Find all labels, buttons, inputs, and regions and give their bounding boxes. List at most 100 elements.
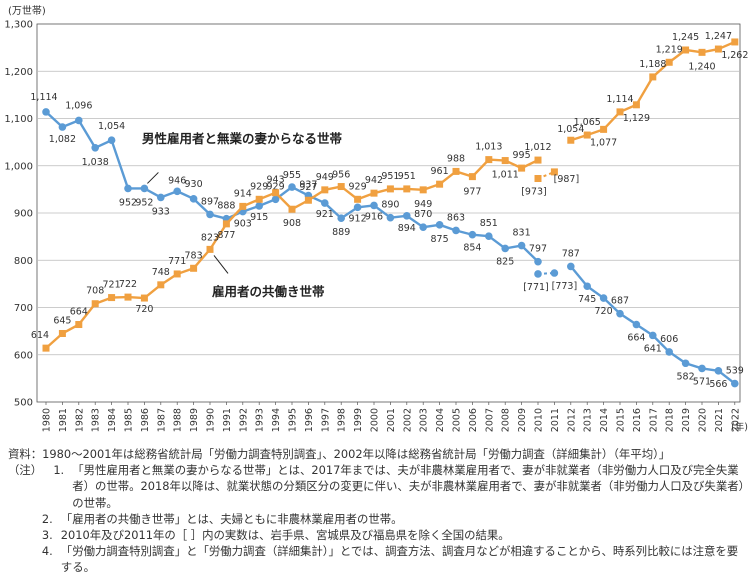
data-label: 877: [217, 230, 235, 241]
data-label: 929: [250, 181, 268, 192]
data-point: [567, 136, 575, 144]
data-point: [403, 212, 411, 220]
data-point: [468, 173, 476, 181]
x-tick-label: 1992: [238, 408, 249, 432]
data-point: [616, 309, 624, 318]
data-point: [682, 46, 690, 54]
note-item-4: 4. 「労働力調査特別調査」と「労働力調査（詳細集計）」とでは、調査方法、調査月…: [41, 544, 739, 575]
note-item-3: 3. 2010年及び2011年の［ ］内の実数は、岩手県、宮城県及び福島県を除く…: [41, 528, 510, 543]
data-label: 894: [398, 223, 416, 234]
data-label: 949: [316, 172, 334, 183]
data-label: 955: [283, 170, 301, 181]
series-male-single-earner: 1,1141,0821,0961,0381,054952952933946930…: [30, 92, 743, 390]
data-point: [435, 221, 444, 229]
data-label: 1,114: [606, 94, 633, 105]
data-label: 942: [365, 175, 383, 186]
data-label: 708: [86, 286, 104, 297]
data-label: 951: [398, 171, 416, 182]
x-tick-label: 2001: [386, 408, 397, 432]
data-point: [600, 125, 608, 133]
data-point: [386, 185, 394, 193]
x-tick-label: 2011: [550, 408, 561, 432]
data-point: [173, 187, 181, 196]
bracket-point: [550, 269, 559, 277]
data-point: [436, 180, 444, 188]
x-tick-label: 2004: [435, 408, 446, 432]
data-label: 745: [578, 294, 596, 305]
data-point: [124, 184, 132, 193]
x-tick-label: 1984: [107, 408, 118, 432]
y-tick-label: 1,300: [4, 20, 33, 31]
data-label: 1,054: [98, 121, 125, 132]
x-tick-label: 2022: [730, 408, 741, 432]
data-point: [616, 108, 624, 116]
data-point: [337, 183, 345, 191]
y-tick-label: 700: [14, 303, 33, 314]
y-tick-label: 800: [14, 256, 33, 267]
data-point: [337, 214, 346, 222]
data-label: 995: [513, 150, 531, 161]
data-label: 831: [513, 228, 531, 239]
data-point: [321, 186, 329, 194]
data-label: 1,065: [574, 117, 601, 128]
x-unit-label: (年): [731, 421, 748, 433]
y-tick-label: 500: [14, 398, 33, 409]
bracket-label: [987]: [554, 174, 580, 185]
x-tick-label: 2021: [714, 408, 725, 432]
data-point: [108, 294, 116, 302]
data-point: [649, 73, 657, 81]
bracket-label: [773]: [552, 281, 578, 292]
data-point: [698, 364, 706, 373]
data-label: 825: [496, 256, 514, 267]
data-label: 687: [611, 296, 629, 307]
annotation-pointer: [147, 172, 159, 184]
data-label: 946: [168, 175, 186, 186]
data-label: 1,240: [688, 61, 715, 72]
data-label: 937: [299, 180, 317, 191]
data-point: [534, 156, 542, 164]
data-point: [288, 183, 296, 191]
x-tick-label: 1982: [74, 408, 85, 432]
data-label: 854: [463, 243, 481, 254]
data-point: [370, 189, 378, 197]
data-point: [632, 320, 641, 329]
data-point: [681, 359, 690, 368]
data-label: 916: [365, 211, 383, 222]
x-tick-label: 2006: [468, 408, 479, 432]
data-point: [354, 195, 362, 203]
data-label: 720: [135, 304, 153, 315]
x-tick-label: 2005: [452, 408, 463, 432]
x-tick-label: 2002: [402, 408, 413, 432]
data-label: 1,096: [65, 100, 92, 111]
data-label: 897: [201, 196, 219, 207]
data-label: 539: [726, 366, 744, 377]
x-tick-label: 2014: [599, 408, 610, 432]
data-label: 943: [267, 175, 285, 186]
bracket-point: [534, 270, 542, 278]
x-tick-label: 2020: [698, 408, 709, 432]
data-label: 645: [53, 315, 71, 326]
x-tick-label: 2009: [517, 408, 528, 432]
data-point: [468, 230, 477, 239]
data-point: [567, 262, 575, 271]
data-point: [534, 257, 542, 266]
x-tick-label: 1983: [91, 408, 102, 432]
x-tick-label: 1991: [222, 408, 233, 432]
data-label: 903: [234, 219, 252, 230]
data-point: [714, 45, 722, 53]
bracket-label: [771]: [523, 282, 549, 293]
data-point: [698, 48, 706, 56]
data-label: 614: [31, 330, 49, 341]
x-tick-label: 2003: [419, 408, 430, 432]
x-tick-label: 2010: [534, 408, 545, 432]
data-point: [665, 58, 673, 66]
data-label: 664: [627, 333, 645, 344]
x-tick-label: 1998: [337, 408, 348, 432]
x-tick-label: 1987: [156, 408, 167, 432]
data-point: [75, 116, 83, 125]
data-label: 721: [103, 280, 121, 291]
data-label: 961: [431, 166, 449, 177]
data-point: [140, 294, 148, 302]
x-tick-label: 1988: [173, 408, 184, 432]
data-label: 606: [660, 334, 678, 345]
